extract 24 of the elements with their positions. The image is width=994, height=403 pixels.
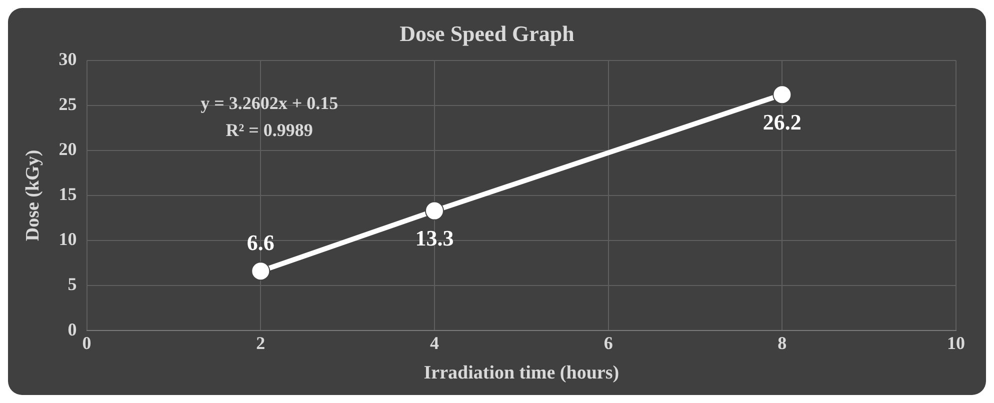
x-tick-label: 8 [778, 333, 787, 354]
y-tick-label: 15 [58, 184, 77, 204]
data-label: 6.6 [246, 230, 274, 255]
y-tick-label: 5 [68, 274, 77, 294]
point [251, 262, 270, 281]
y-tick-label: 0 [68, 319, 77, 340]
annotation: R² = 0.9989 [226, 120, 313, 140]
y-tick-label: 20 [58, 139, 77, 160]
point [424, 201, 444, 220]
chart-title: Dose Speed Graph [400, 20, 574, 46]
x-axis-title: Irradiation time (hours) [424, 362, 620, 384]
x-tick-label: 6 [604, 333, 613, 354]
x-tick-label: 4 [430, 333, 439, 354]
data-label: 13.3 [415, 226, 454, 250]
y-tick-label: 25 [58, 94, 77, 114]
x-tick-label: 2 [256, 333, 266, 354]
x-tick-label: 10 [947, 333, 965, 354]
y-axis-title: Dose (kGy) [22, 150, 44, 242]
annotation: y = 3.2602x + 0.15 [200, 93, 338, 114]
x-tick-label: 0 [82, 333, 92, 354]
y-tick-label: 10 [58, 229, 77, 250]
y-tick-label: 30 [58, 49, 77, 70]
point [772, 85, 792, 104]
data-label: 26.2 [762, 109, 802, 134]
